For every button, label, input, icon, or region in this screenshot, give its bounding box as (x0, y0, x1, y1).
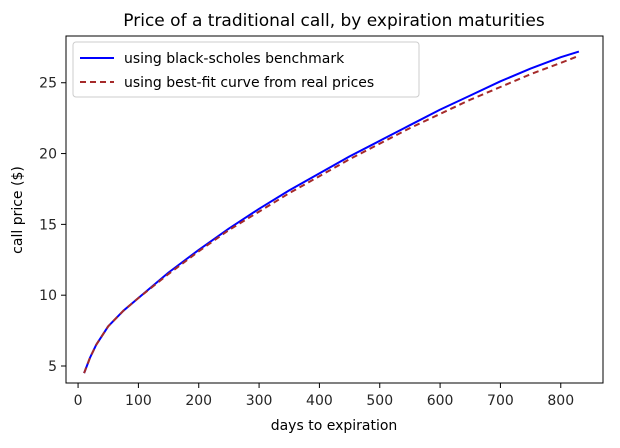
plot-frame (65, 35, 604, 384)
chart-title: Price of a traditional call, by expirati… (123, 11, 545, 31)
y-tick-label: 5 (48, 359, 57, 375)
y-tick-label: 25 (39, 76, 57, 92)
x-axis: 0 100 200 300 400 500 600 700 800 (74, 383, 574, 409)
y-axis-label: call price ($) (10, 166, 26, 254)
x-tick-label: 100 (125, 393, 152, 409)
x-tick-label: 800 (547, 393, 574, 409)
legend-box (72, 41, 420, 98)
y-tick-label: 15 (39, 217, 57, 233)
y-tick-label: 20 (39, 147, 57, 163)
x-tick-label: 0 (74, 393, 83, 409)
x-tick-label: 600 (427, 393, 454, 409)
x-tick-label: 700 (487, 393, 514, 409)
series-line-black-scholes (83, 50, 580, 374)
legend-label-black-scholes: using black-scholes benchmark (124, 51, 345, 67)
y-tick-label: 10 (39, 288, 57, 304)
x-tick-label: 400 (306, 393, 333, 409)
x-tick-label: 300 (246, 393, 273, 409)
y-axis: 5 10 15 20 25 (39, 76, 66, 375)
legend: using black-scholes benchmark using best… (72, 41, 420, 98)
legend-label-best-fit: using best-fit curve from real prices (124, 75, 374, 91)
x-axis-label: days to expiration (271, 418, 398, 434)
x-tick-label: 500 (366, 393, 393, 409)
x-tick-label: 200 (185, 393, 212, 409)
series-line-best-fit (83, 54, 580, 374)
series-lines (83, 50, 580, 374)
